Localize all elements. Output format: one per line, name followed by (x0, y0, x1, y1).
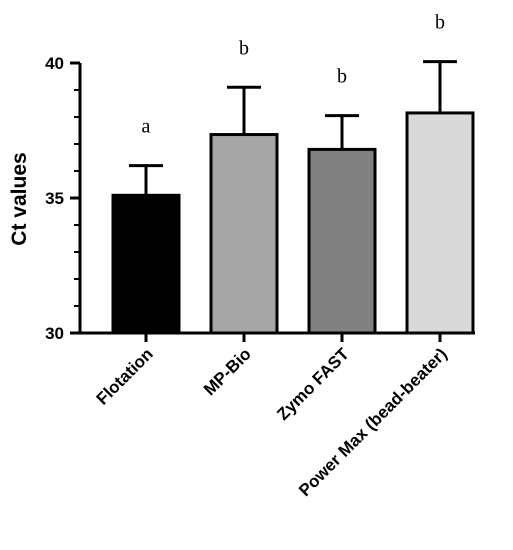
bar (111, 193, 181, 335)
x-axis (78, 331, 475, 342)
significance-labels: a b b b (142, 12, 445, 138)
significance-label: b (239, 37, 249, 59)
bar (307, 147, 377, 335)
bars (111, 111, 475, 335)
y-axis: 30 35 40 (45, 54, 82, 343)
y-tick-label: 35 (45, 189, 64, 208)
y-axis-label: Ct values (8, 152, 31, 245)
error-bars (129, 60, 457, 196)
y-tick-label: 30 (45, 324, 64, 343)
bar (405, 111, 475, 335)
x-tick-label: Flotation (93, 344, 157, 408)
significance-label: a (142, 116, 151, 138)
significance-label: b (337, 66, 347, 88)
y-tick-label: 40 (45, 54, 64, 73)
bar (209, 133, 279, 335)
significance-label: b (435, 12, 445, 34)
x-tick-label: Zymo FAST (273, 344, 353, 424)
x-tick-label: MP-Bio (200, 344, 255, 399)
